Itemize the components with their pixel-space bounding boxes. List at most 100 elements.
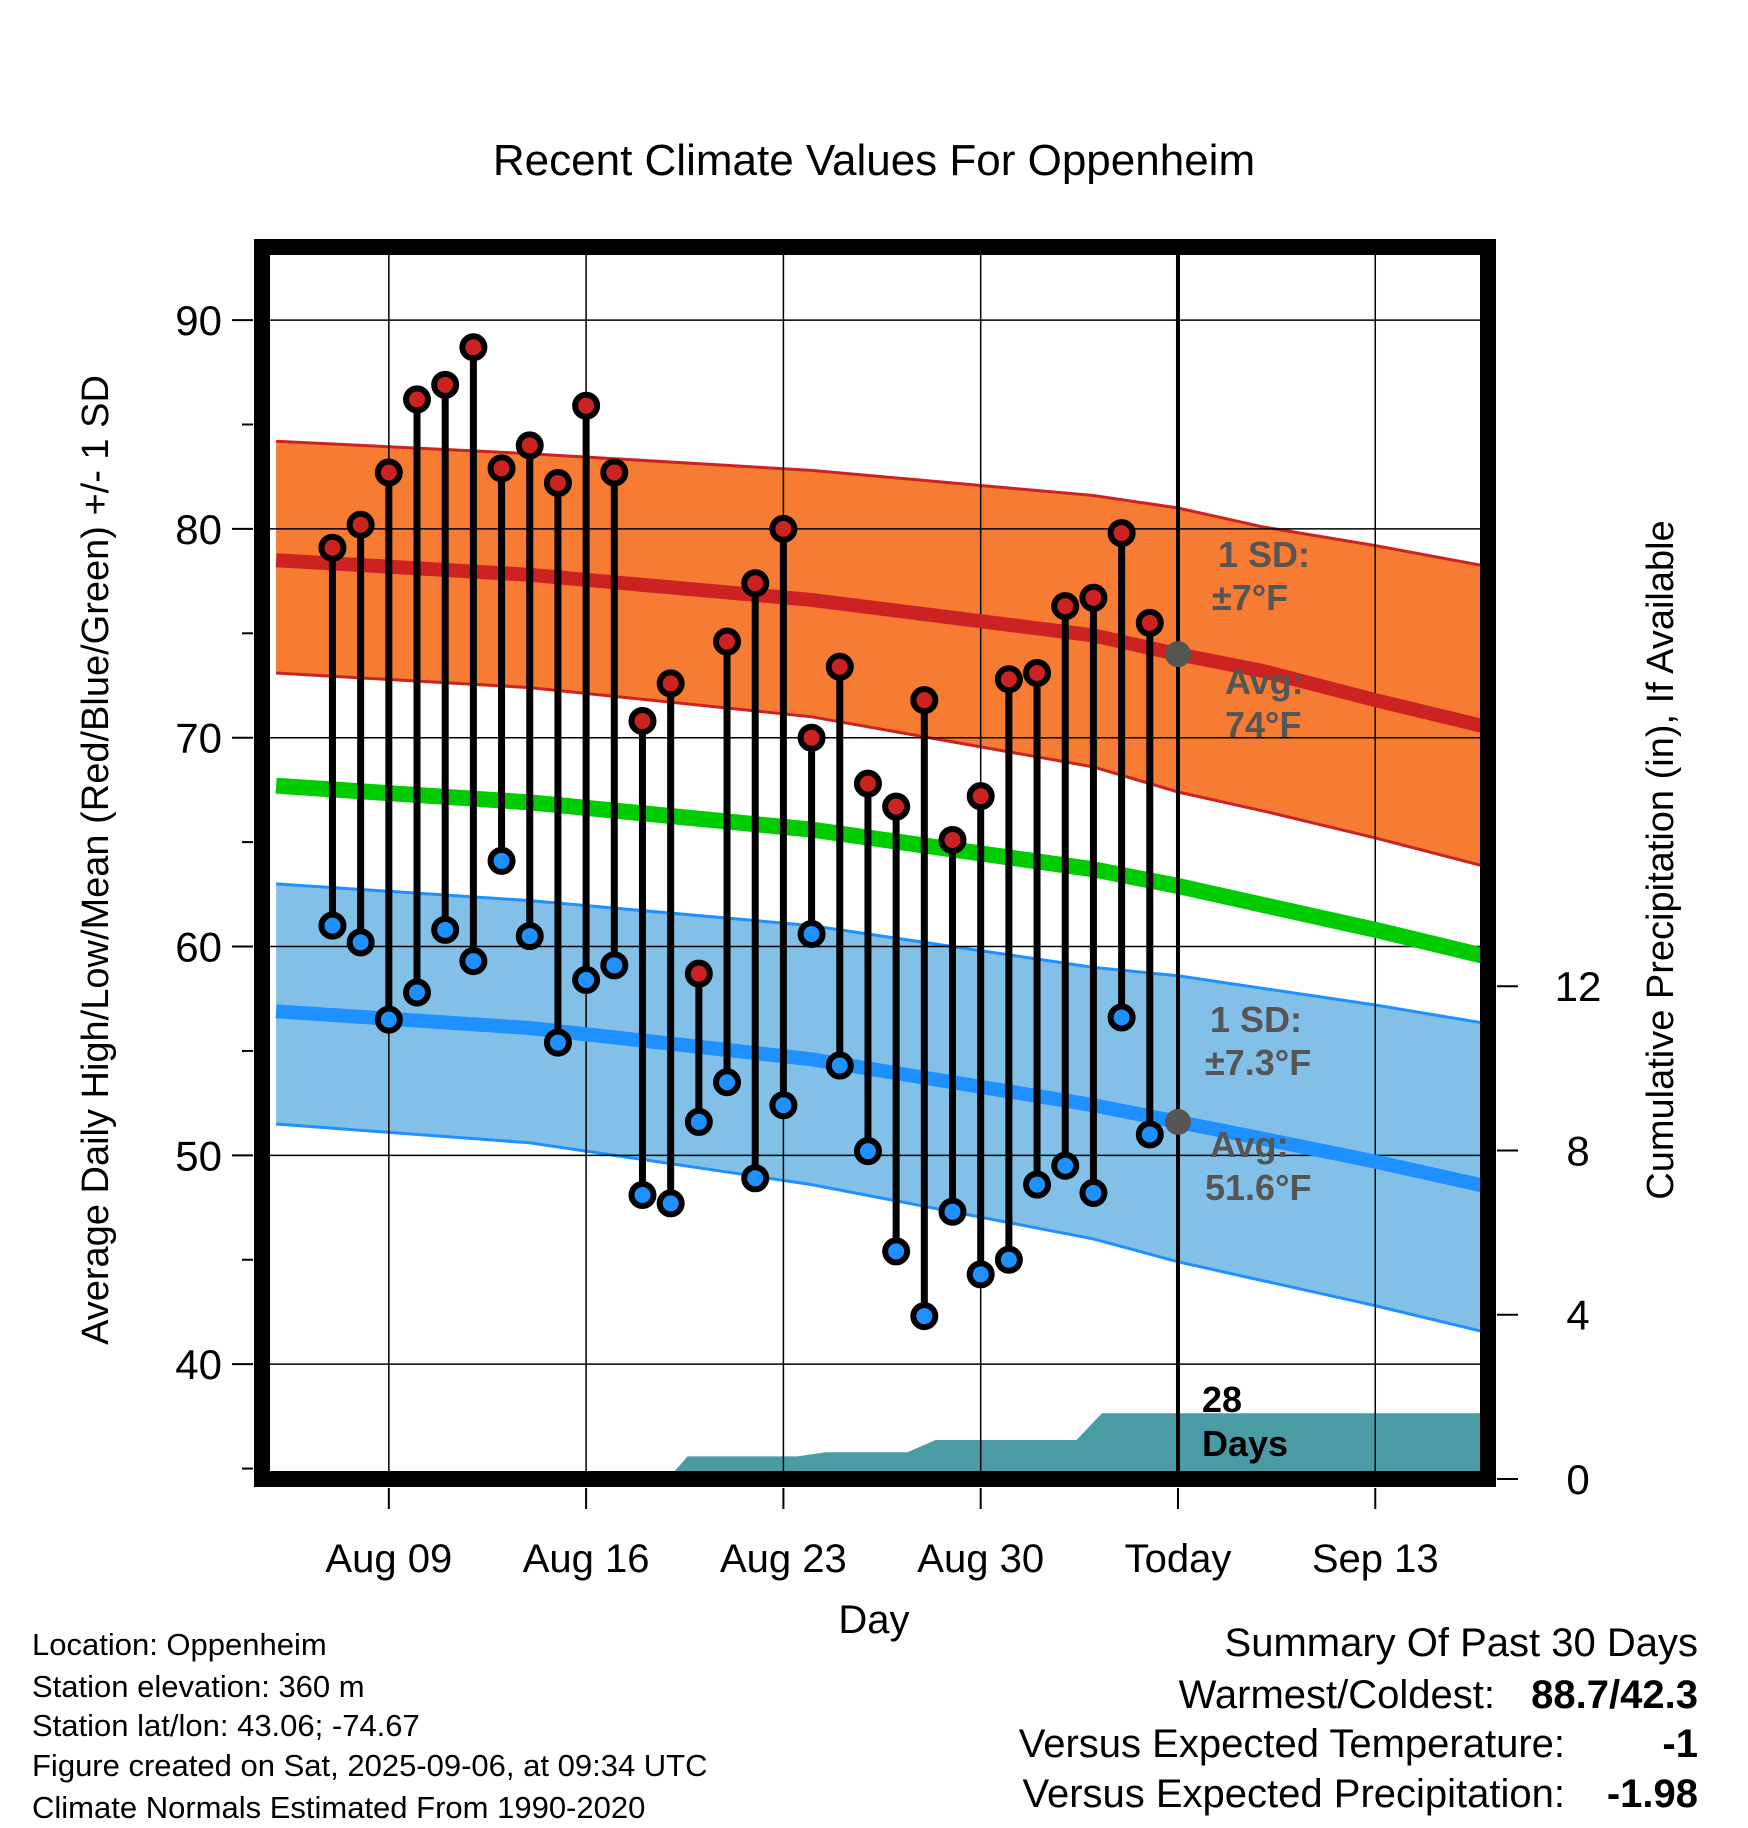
x-tick-label: Aug 30 — [917, 1537, 1044, 1581]
x-tick-label: Today — [1125, 1537, 1232, 1581]
daily-low-point — [431, 915, 460, 944]
precip-days-label: Days — [1202, 1423, 1288, 1464]
plot-area — [262, 247, 1488, 1479]
y2-tick-label: 4 — [1566, 1292, 1589, 1339]
daily-low-point — [318, 911, 347, 940]
daily-high-point — [374, 458, 403, 487]
low-sd-label: 1 SD: — [1210, 999, 1302, 1040]
high-sd-band — [276, 441, 1488, 868]
x-tick-label: Aug 23 — [720, 1537, 847, 1581]
daily-high-point — [600, 458, 629, 487]
daily-low-point — [994, 1245, 1023, 1274]
daily-low-point — [600, 951, 629, 980]
daily-high-point — [515, 431, 544, 460]
y-tick-label: 40 — [175, 1341, 222, 1388]
daily-high-point — [1135, 608, 1164, 637]
daily-low-point — [374, 1005, 403, 1034]
summary-precip-label: Versus Expected Precipitation: — [1022, 1772, 1565, 1816]
summary-heading: Summary Of Past 30 Days — [1225, 1621, 1698, 1665]
chart-title: Recent Climate Values For Oppenheim — [493, 136, 1255, 185]
daily-high-point — [1107, 519, 1136, 548]
daily-low-point — [1135, 1120, 1164, 1149]
y-tick-label: 80 — [175, 506, 222, 553]
daily-low-point — [741, 1164, 770, 1193]
high-sd-label: 1 SD: — [1218, 534, 1310, 575]
y-axis-label: Average Daily High/Low/Mean (Red/Blue/Gr… — [75, 375, 117, 1345]
daily-high-point — [318, 533, 347, 562]
daily-high-point — [1023, 658, 1052, 687]
y2-tick-label: 8 — [1566, 1127, 1589, 1174]
footer-latlon: Station lat/lon: 43.06; -74.67 — [32, 1708, 420, 1743]
daily-low-point — [487, 846, 516, 875]
normal-mean-line — [275, 777, 1488, 965]
plot-frame — [254, 239, 1496, 1487]
low-avg-value: 51.6°F — [1205, 1167, 1311, 1208]
daily-low-point — [459, 947, 488, 976]
y-tick-label: 90 — [175, 297, 222, 344]
daily-high-point — [543, 468, 572, 497]
footer-elevation: Station elevation: 360 m — [32, 1669, 365, 1704]
daily-low-point — [572, 965, 601, 994]
normal-high-line — [275, 553, 1488, 735]
daily-high-point — [572, 391, 601, 420]
daily-low-point — [1107, 1003, 1136, 1032]
daily-low-point — [656, 1189, 685, 1218]
high-sd-value: ±7°F — [1212, 577, 1288, 618]
summary-precip-value: -1.98 — [1607, 1772, 1698, 1816]
high-avg-value: 74°F — [1225, 704, 1301, 745]
daily-high-point — [994, 665, 1023, 694]
daily-low-point — [1023, 1170, 1052, 1199]
today-normal-high-marker — [1164, 641, 1191, 668]
daily-low-point — [628, 1181, 657, 1210]
footer-normals: Climate Normals Estimated From 1990-2020 — [32, 1790, 645, 1825]
summary-temp-value: -1 — [1662, 1722, 1698, 1766]
daily-high-point — [656, 669, 685, 698]
daily-low-point — [543, 1028, 572, 1057]
daily-high-point — [628, 707, 657, 736]
daily-high-point — [938, 826, 967, 855]
low-sd-value: ±7.3°F — [1205, 1042, 1311, 1083]
daily-high-point — [741, 569, 770, 598]
high-avg-label: Avg: — [1225, 661, 1304, 702]
daily-low-point — [1079, 1178, 1108, 1207]
normal-low-line — [275, 1004, 1488, 1194]
daily-low-point — [515, 922, 544, 951]
daily-low-point — [853, 1137, 882, 1166]
daily-high-point — [487, 454, 516, 483]
y-tick-label: 50 — [175, 1132, 222, 1179]
y2-axis-label: Cumulative Precipitation (in), If Availa… — [1640, 520, 1682, 1199]
y2-tick-label: 12 — [1555, 963, 1602, 1010]
daily-low-point — [910, 1302, 939, 1331]
summary-warm-cold-value: 88.7/42.3 — [1531, 1673, 1698, 1717]
precip-days-count: 28 — [1202, 1379, 1242, 1420]
daily-low-point — [346, 928, 375, 957]
daily-high-point — [713, 627, 742, 656]
footer-info: Location: Oppenheim Station elevation: 3… — [32, 1627, 708, 1825]
daily-low-point — [1051, 1151, 1080, 1180]
daily-low-point — [882, 1237, 911, 1266]
daily-low-point — [713, 1068, 742, 1097]
daily-high-point — [825, 652, 854, 681]
precip-area — [667, 1413, 1488, 1479]
low-sd-edge-line — [276, 882, 1488, 1026]
low-avg-label: Avg: — [1210, 1124, 1289, 1165]
y-tick-label: 70 — [175, 715, 222, 762]
daily-low-point — [403, 978, 432, 1007]
daily-low-point — [938, 1197, 967, 1226]
summary-warm-cold-label: Warmest/Coldest: — [1179, 1673, 1495, 1717]
daily-high-point — [346, 510, 375, 539]
x-axis-label: Day — [838, 1598, 909, 1642]
summary-temp-label: Versus Expected Temperature: — [1019, 1722, 1565, 1766]
footer-created: Figure created on Sat, 2025-09-06, at 09… — [32, 1748, 708, 1783]
x-tick-label: Aug 16 — [523, 1537, 650, 1581]
daily-low-point — [797, 919, 826, 948]
daily-high-point — [459, 333, 488, 362]
daily-low-point — [966, 1260, 995, 1289]
daily-high-point — [403, 385, 432, 414]
y2-tick-label: 0 — [1566, 1456, 1589, 1503]
daily-high-point — [431, 370, 460, 399]
daily-high-point — [769, 514, 798, 543]
footer-location: Location: Oppenheim — [32, 1627, 327, 1662]
daily-low-point — [769, 1091, 798, 1120]
